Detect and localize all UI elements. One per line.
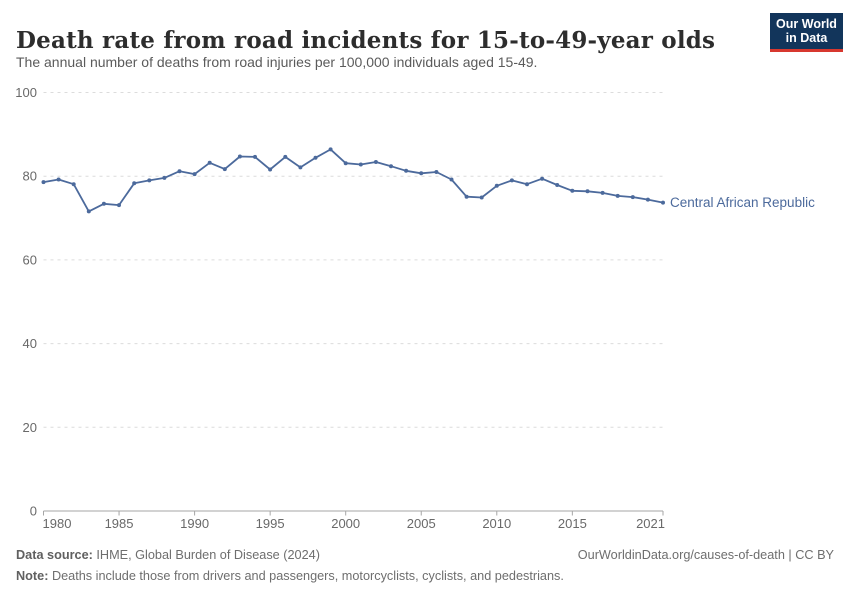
data-point xyxy=(585,189,590,194)
data-point xyxy=(237,154,242,159)
chart-footer: Data source: IHME, Global Burden of Dise… xyxy=(16,545,834,587)
data-point xyxy=(419,171,424,176)
data-point xyxy=(509,178,514,183)
data-point xyxy=(222,167,227,172)
series-label: Central African Republic xyxy=(670,195,815,210)
y-axis-tick-label: 60 xyxy=(23,252,37,267)
data-point xyxy=(41,180,46,185)
trend-line xyxy=(42,148,664,213)
data-point xyxy=(449,177,454,182)
data-point xyxy=(343,161,348,166)
data-point xyxy=(328,147,333,152)
x-axis-tick-label: 2021 xyxy=(636,516,665,531)
owid-logo-accent-bar xyxy=(770,49,843,52)
data-point xyxy=(147,178,152,183)
data-point xyxy=(358,162,363,167)
y-axis-tick-label: 100 xyxy=(15,85,37,100)
chart-title: Death rate from road incidents for 15-to… xyxy=(16,27,716,55)
data-point xyxy=(101,201,106,206)
owid-logo[interactable]: Our World in Data xyxy=(770,13,843,52)
data-point xyxy=(434,170,439,174)
data-point xyxy=(253,154,257,159)
owid-link[interactable]: OurWorldinData.org/causes-of-death | CC … xyxy=(577,548,834,562)
data-point xyxy=(192,172,197,177)
data-point xyxy=(661,200,665,205)
y-axis-tick-label: 80 xyxy=(23,169,37,184)
data-point xyxy=(313,155,318,160)
data-point xyxy=(540,176,545,181)
data-point xyxy=(56,177,61,182)
x-axis-tick-label: 2010 xyxy=(482,516,511,531)
data-point xyxy=(71,182,76,187)
y-axis-tick-label: 20 xyxy=(23,420,37,435)
data-point xyxy=(479,195,484,200)
data-point xyxy=(464,194,469,199)
data-point xyxy=(207,160,212,165)
data-point xyxy=(373,160,378,164)
x-axis-tick-label: 1990 xyxy=(180,516,209,531)
data-point xyxy=(555,183,560,187)
note-text: Deaths include those from drivers and pa… xyxy=(48,569,564,583)
data-point xyxy=(494,183,499,188)
y-axis-tick-label: 40 xyxy=(23,336,37,351)
x-axis-tick-label: 1995 xyxy=(256,516,285,531)
x-axis-tick-label: 2015 xyxy=(558,516,587,531)
data-point xyxy=(268,167,273,172)
note: Note: Deaths include those from drivers … xyxy=(16,569,564,583)
data-point xyxy=(615,193,620,198)
data-point xyxy=(600,190,605,195)
data-point xyxy=(630,195,635,200)
data-source: Data source: IHME, Global Burden of Dise… xyxy=(16,545,320,566)
owid-logo-line1: Our World xyxy=(776,17,837,31)
data-source-label: Data source: xyxy=(16,548,93,562)
data-point xyxy=(177,169,182,174)
data-point xyxy=(389,164,393,169)
data-point xyxy=(645,197,650,202)
data-point xyxy=(86,209,91,214)
x-axis-tick-label: 2000 xyxy=(331,516,360,531)
data-point xyxy=(525,182,529,187)
data-point xyxy=(117,203,121,208)
data-point xyxy=(404,168,409,173)
x-axis-tick-label: 1985 xyxy=(105,516,134,531)
note-label: Note: xyxy=(16,569,49,583)
data-point xyxy=(132,181,137,186)
data-source-text: IHME, Global Burden of Disease (2024) xyxy=(92,548,320,562)
data-point xyxy=(298,165,303,170)
x-axis-tick-label: 2005 xyxy=(407,516,436,531)
data-point xyxy=(570,188,575,193)
x-axis-tick-label: 1980 xyxy=(43,516,72,531)
chart-subtitle: The annual number of deaths from road in… xyxy=(16,54,538,70)
data-point xyxy=(283,154,288,159)
y-axis-tick-label: 0 xyxy=(30,504,37,519)
data-point xyxy=(162,175,167,180)
owid-logo-line2: in Data xyxy=(785,31,828,45)
